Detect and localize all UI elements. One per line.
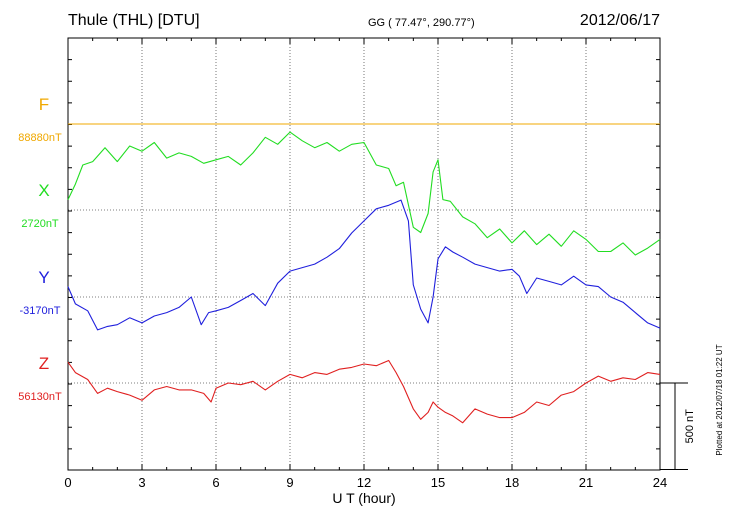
series-name-y: Y [38, 268, 49, 287]
plotted-at-note: Plotted at 2012/07/18 01:22 UT [715, 344, 724, 455]
x-tick-label: 6 [212, 475, 219, 490]
series-baseline-y: -3170nT [20, 305, 61, 317]
x-tick-label: 24 [653, 475, 667, 490]
series-baseline-f: 88880nT [18, 132, 62, 144]
series-name-z: Z [39, 354, 49, 373]
x-tick-label: 21 [579, 475, 593, 490]
date-label: 2012/06/17 [579, 12, 660, 29]
station-title: Thule (THL) [DTU] [68, 12, 200, 29]
x-tick-label: 0 [64, 475, 71, 490]
x-tick-label: 18 [505, 475, 519, 490]
series-name-x: X [38, 181, 49, 200]
series-line-y [67, 199, 661, 331]
series-baseline-x: 2720nT [21, 218, 59, 230]
scale-bar-label: 500 nT [684, 409, 696, 444]
x-tick-label: 9 [286, 475, 293, 490]
series-name-f: F [39, 95, 49, 114]
series-line-x [67, 131, 661, 256]
geographic-coordinates: GG ( 77.47°, 290.77°) [368, 17, 475, 29]
series-baseline-z: 56130nT [18, 391, 62, 403]
series-line-z [67, 359, 661, 424]
x-tick-label: 12 [357, 475, 371, 490]
x-tick-label: 3 [138, 475, 145, 490]
x-tick-label: 15 [431, 475, 445, 490]
x-axis-label: U T (hour) [332, 490, 395, 506]
